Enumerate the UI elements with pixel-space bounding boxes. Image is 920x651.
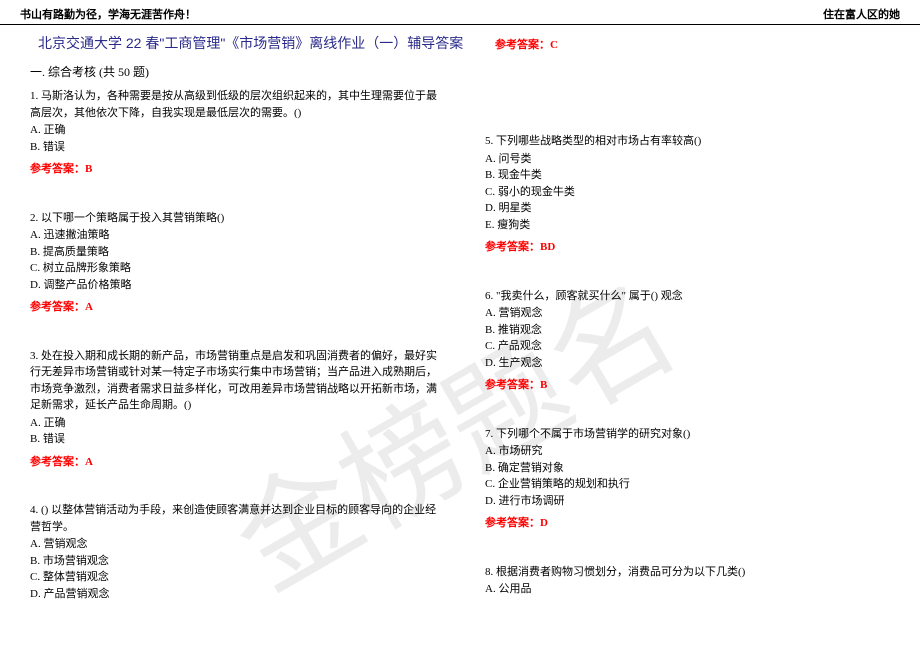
question-option: A. 营销观念 (485, 305, 900, 322)
question-stem: 8. 根据消费者购物习惯划分，消费品可分为以下几类() (485, 564, 900, 581)
question-option: A. 正确 (30, 122, 445, 139)
question-option: D. 进行市场调研 (485, 493, 900, 510)
question-stem: 7. 下列哪个不属于市场营销学的研究对象() (485, 426, 900, 443)
question-stem: 6. "我卖什么，顾客就买什么" 属于() 观念 (485, 288, 900, 305)
question-option: B. 市场营销观念 (30, 553, 445, 570)
question-option: D. 调整产品价格策略 (30, 277, 445, 294)
question-option: D. 明星类 (485, 200, 900, 217)
right-column: 5. 下列哪些战略类型的相对市场占有率较高()A. 问号类B. 现金牛类C. 弱… (485, 88, 900, 634)
question: 8. 根据消费者购物习惯划分，消费品可分为以下几类()A. 公用品 (485, 564, 900, 598)
question-option: C. 产品观念 (485, 338, 900, 355)
left-column: 1. 马斯洛认为，各种需要是按从高级到低级的层次组织起来的，其中生理需要位于最高… (30, 88, 445, 634)
section-heading: 一. 综合考核 (共 50 题) (30, 63, 900, 80)
question-option: B. 确定营销对象 (485, 460, 900, 477)
question-option: A. 营销观念 (30, 536, 445, 553)
question-option: C. 企业营销策略的规划和执行 (485, 476, 900, 493)
header-right-text: 住在富人区的她 (823, 6, 900, 22)
question: 3. 处在投入期和成长期的新产品，市场营销重点是启发和巩固消费者的偏好，最好实行… (30, 348, 445, 471)
question-option: B. 推销观念 (485, 322, 900, 339)
question-option: C. 整体营销观念 (30, 569, 445, 586)
question-option: B. 现金牛类 (485, 167, 900, 184)
question-option: B. 错误 (30, 431, 445, 448)
question-answer: 参考答案：A (30, 454, 445, 471)
question-option: C. 树立品牌形象策略 (30, 260, 445, 277)
question-option: A. 问号类 (485, 151, 900, 168)
question-answer: 参考答案：BD (485, 239, 900, 256)
question-option: C. 弱小的现金牛类 (485, 184, 900, 201)
question-answer: 参考答案：B (30, 161, 445, 178)
question: 5. 下列哪些战略类型的相对市场占有率较高()A. 问号类B. 现金牛类C. 弱… (485, 133, 900, 256)
question-option: A. 市场研究 (485, 443, 900, 460)
question-stem: 2. 以下哪一个策略属于投入其营销策略() (30, 210, 445, 227)
question-answer: 参考答案：A (30, 299, 445, 316)
question-option: A. 正确 (30, 415, 445, 432)
question-stem: 3. 处在投入期和成长期的新产品，市场营销重点是启发和巩固消费者的偏好，最好实行… (30, 348, 445, 414)
question-option: D. 生产观念 (485, 355, 900, 372)
question-option: B. 错误 (30, 139, 445, 156)
question-option: B. 提高质量策略 (30, 244, 445, 261)
header-left-text: 书山有路勤为径，学海无涯苦作舟！ (20, 6, 196, 22)
question-answer: 参考答案：B (485, 377, 900, 394)
question: 6. "我卖什么，顾客就买什么" 属于() 观念A. 营销观念B. 推销观念C.… (485, 288, 900, 394)
question: 1. 马斯洛认为，各种需要是按从高级到低级的层次组织起来的，其中生理需要位于最高… (30, 88, 445, 178)
question-option: D. 产品营销观念 (30, 586, 445, 603)
page-content: 北京交通大学 22 春"工商管理"《市场营销》离线作业（一）辅导答案 一. 综合… (0, 25, 920, 634)
question-answer: 参考答案：D (485, 515, 900, 532)
question-stem: 4. () 以整体营销活动为手段，来创造使顾客满意并达到企业目标的顾客导向的企业… (30, 502, 445, 535)
question-option: E. 瘦狗类 (485, 217, 900, 234)
question-stem: 5. 下列哪些战略类型的相对市场占有率较高() (485, 133, 900, 150)
header-bar: 书山有路勤为径，学海无涯苦作舟！ 住在富人区的她 (0, 0, 920, 25)
page-title: 北京交通大学 22 春"工商管理"《市场营销》离线作业（一）辅导答案 (38, 33, 900, 53)
question-stem: 1. 马斯洛认为，各种需要是按从高级到低级的层次组织起来的，其中生理需要位于最高… (30, 88, 445, 121)
question: 7. 下列哪个不属于市场营销学的研究对象()A. 市场研究B. 确定营销对象C.… (485, 426, 900, 532)
question: 2. 以下哪一个策略属于投入其营销策略()A. 迅速撇油策略B. 提高质量策略C… (30, 210, 445, 316)
question: 4. () 以整体营销活动为手段，来创造使顾客满意并达到企业目标的顾客导向的企业… (30, 502, 445, 602)
columns-wrapper: 1. 马斯洛认为，各种需要是按从高级到低级的层次组织起来的，其中生理需要位于最高… (30, 88, 900, 634)
question-option: A. 迅速撇油策略 (30, 227, 445, 244)
question-option: A. 公用品 (485, 581, 900, 598)
